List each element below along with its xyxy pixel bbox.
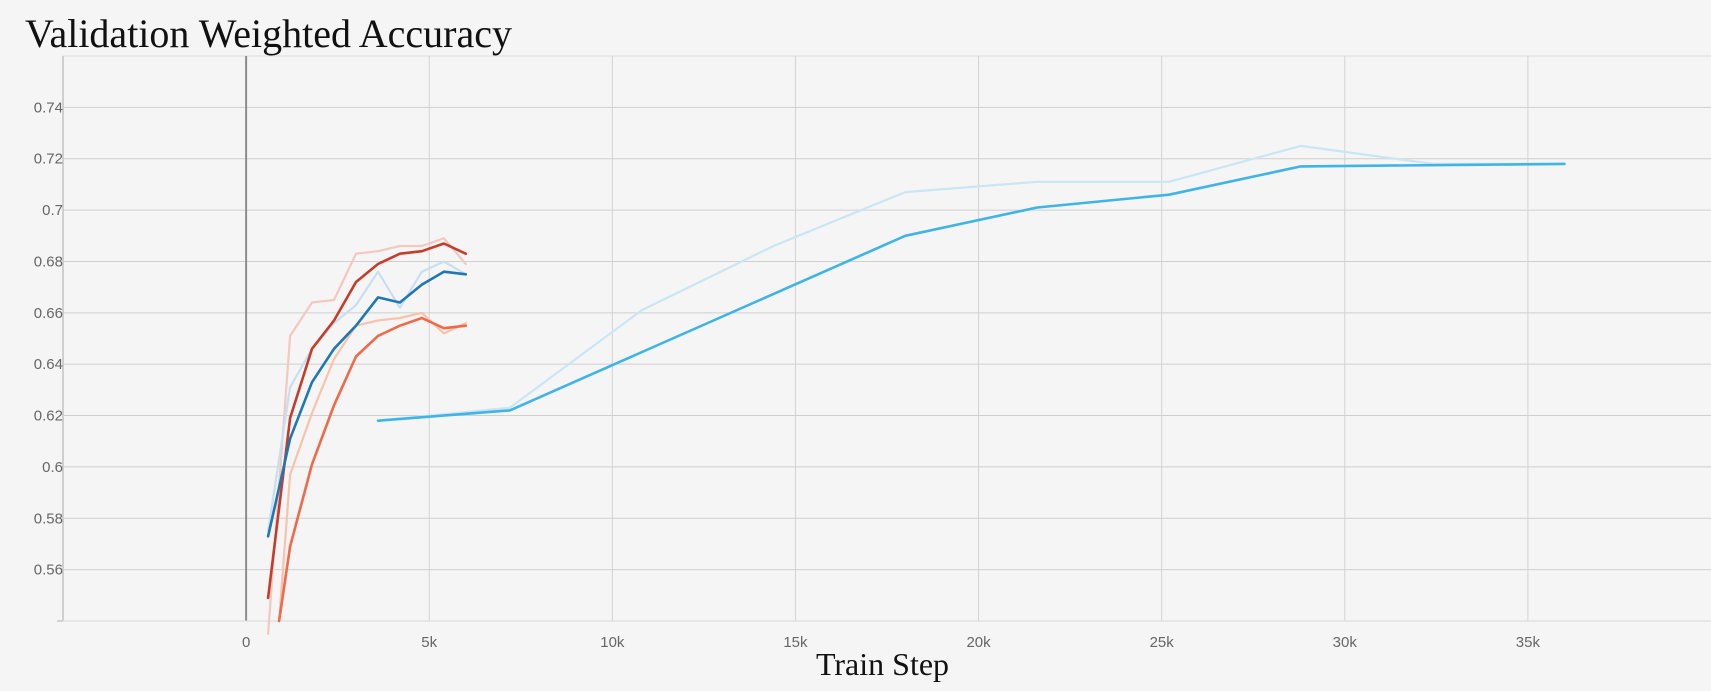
axis-layer — [57, 56, 1711, 622]
x-tick-label: 25k — [1150, 634, 1175, 651]
x-tick-label: 20k — [966, 634, 991, 651]
series-layer — [266, 144, 1566, 635]
series-line-smoothed — [376, 162, 1566, 423]
y-tick-label: 0.66 — [34, 305, 63, 322]
series-line-raw — [376, 144, 1566, 422]
tick-layer: 0.56 0.58 0.6 0.62 0.64 0.66 0.68 0.7 0.72 0.74 0 5… — [34, 99, 1541, 651]
y-tick-label: 0.7 — [42, 202, 63, 219]
y-tick-label: 0.58 — [34, 510, 63, 527]
x-tick-label: 30k — [1333, 634, 1358, 651]
y-tick-label: 0.62 — [34, 408, 63, 425]
series-line-raw — [267, 260, 467, 533]
chart-title: Validation Weighted Accuracy — [25, 11, 512, 56]
y-tick-label: 0.74 — [34, 99, 63, 116]
x-tick-label: 5k — [421, 634, 437, 651]
y-tick-label: 0.72 — [34, 151, 63, 168]
y-tick-label: 0.68 — [34, 253, 63, 270]
x-tick-label: 10k — [600, 634, 625, 651]
series-line-raw — [267, 237, 467, 635]
y-tick-label: 0.64 — [34, 356, 63, 373]
y-tick-label: 0.6 — [42, 459, 63, 476]
grid-layer — [63, 55, 1711, 621]
x-axis-label: Train Step — [815, 646, 950, 682]
series-line-smoothed — [266, 242, 468, 600]
series-line-smoothed — [277, 316, 468, 623]
x-tick-label: 15k — [783, 634, 808, 651]
series-line-smoothed — [266, 270, 468, 538]
y-tick-label: 0.56 — [34, 562, 63, 579]
x-tick-label: 35k — [1516, 634, 1541, 651]
x-tick-label: 0 — [242, 634, 250, 651]
